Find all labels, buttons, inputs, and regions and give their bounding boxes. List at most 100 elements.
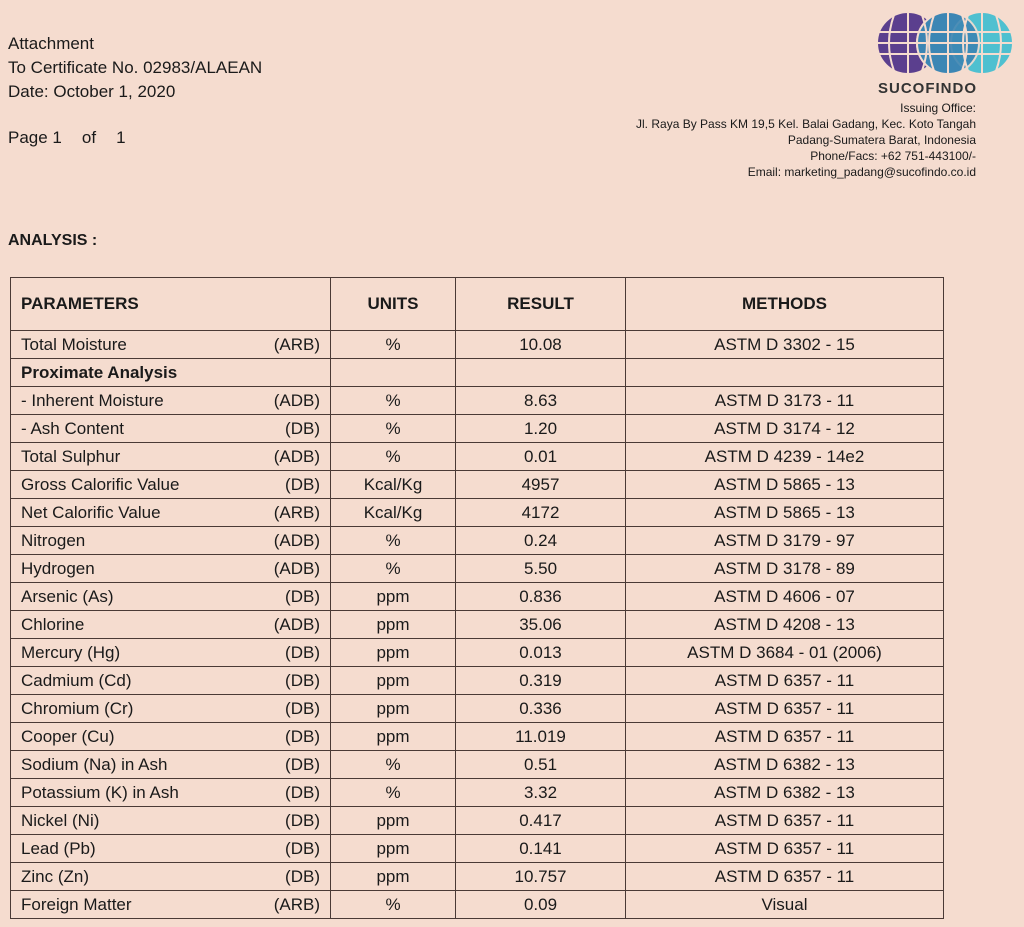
method-cell: ASTM D 3302 - 15 <box>625 330 944 359</box>
table-row: Sodium (Na) in Ash (DB) % 0.51 ASTM D 638… <box>10 750 944 779</box>
unit-cell: % <box>330 442 456 471</box>
parameter-name: Nitrogen <box>21 530 86 550</box>
method-cell: ASTM D 4239 - 14e2 <box>625 442 944 471</box>
unit-cell: ppm <box>330 806 456 835</box>
table-row: Chromium (Cr) (DB) ppm 0.336 ASTM D 6357 … <box>10 694 944 723</box>
unit-cell: ppm <box>330 834 456 863</box>
parameter-cell: Zinc (Zn) (DB) <box>10 862 331 891</box>
certificate-number: To Certificate No. 02983/ALAEAN <box>8 58 263 77</box>
table-row: Chlorine (ADB) ppm 35.06 ASTM D 4208 - 13 <box>10 610 944 639</box>
parameter-cell: Cooper (Cu) (DB) <box>10 722 331 751</box>
basis: (DB) <box>285 810 320 830</box>
certificate-date: Date: October 1, 2020 <box>8 82 176 101</box>
parameter-cell: Proximate Analysis <box>10 358 331 387</box>
header-result: RESULT <box>455 277 626 331</box>
unit-cell: ppm <box>330 638 456 667</box>
parameter-cell: Total Sulphur (ADB) <box>10 442 331 471</box>
unit-cell: % <box>330 750 456 779</box>
parameter-cell: Chlorine (ADB) <box>10 610 331 639</box>
unit-cell: Kcal/Kg <box>330 498 456 527</box>
result-cell: 1.20 <box>455 414 626 443</box>
unit-cell: ppm <box>330 722 456 751</box>
basis: (DB) <box>285 670 320 690</box>
method-cell: ASTM D 6357 - 11 <box>625 834 944 863</box>
method-cell: ASTM D 4606 - 07 <box>625 582 944 611</box>
attachment-label: Attachment <box>8 34 94 53</box>
basis: (ADB) <box>273 530 320 550</box>
method-cell: ASTM D 6357 - 11 <box>625 806 944 835</box>
parameter-name: - Inherent Moisture <box>21 390 164 410</box>
table-row: Foreign Matter (ARB) % 0.09 Visual <box>10 890 944 919</box>
result-cell: 0.417 <box>455 806 626 835</box>
parameter-cell: Nitrogen (ADB) <box>10 526 331 555</box>
result-cell: 4957 <box>455 470 626 499</box>
email: Email: marketing_padang@sucofindo.co.id <box>747 165 976 179</box>
result-cell: 5.50 <box>455 554 626 583</box>
table-row: Nitrogen (ADB) % 0.24 ASTM D 3179 - 97 <box>10 526 944 555</box>
parameter-cell: Net Calorific Value (ARB) <box>10 498 331 527</box>
parameter-name: Nickel (Ni) <box>21 810 100 830</box>
header-parameters: PARAMETERS <box>10 277 331 331</box>
basis: (DB) <box>285 418 320 438</box>
table-row: - Ash Content (DB) % 1.20 ASTM D 3174 - 1… <box>10 414 944 443</box>
basis: (ARB) <box>273 502 320 522</box>
result-cell: 10.08 <box>455 330 626 359</box>
table-row: Cadmium (Cd) (DB) ppm 0.319 ASTM D 6357 -… <box>10 666 944 695</box>
result-cell: 0.836 <box>455 582 626 611</box>
basis: (DB) <box>285 782 320 802</box>
table-row: Cooper (Cu) (DB) ppm 11.019 ASTM D 6357 -… <box>10 722 944 751</box>
parameter-name: Mercury (Hg) <box>21 642 121 662</box>
page-label: Page 1 <box>8 128 62 147</box>
unit-cell: % <box>330 330 456 359</box>
issuing-office: Issuing Office: Jl. Raya By Pass KM 19,5… <box>636 100 976 180</box>
parameter-name: Potassium (K) in Ash <box>21 782 179 802</box>
table-row: Hydrogen (ADB) % 5.50 ASTM D 3178 - 89 <box>10 554 944 583</box>
basis: (ADB) <box>273 446 320 466</box>
method-cell: ASTM D 3174 - 12 <box>625 414 944 443</box>
result-cell: 0.09 <box>455 890 626 919</box>
parameter-name: Total Moisture <box>21 334 127 354</box>
table-row: Total Moisture (ARB) % 10.08 ASTM D 3302 … <box>10 330 944 359</box>
method-cell: ASTM D 6382 - 13 <box>625 750 944 779</box>
table-row: Net Calorific Value (ARB) Kcal/Kg 4172 AS… <box>10 498 944 527</box>
unit-cell: ppm <box>330 862 456 891</box>
result-cell: 3.32 <box>455 778 626 807</box>
issuing-label: Issuing Office: <box>900 101 976 115</box>
parameter-name: Hydrogen <box>21 558 95 578</box>
basis: (DB) <box>285 474 320 494</box>
page-total: 1 <box>116 128 126 147</box>
parameter-name: Lead (Pb) <box>21 838 96 858</box>
parameter-cell: Nickel (Ni) (DB) <box>10 806 331 835</box>
page-number: Page 1 of 1 <box>8 128 146 148</box>
method-cell: ASTM D 6357 - 11 <box>625 694 944 723</box>
parameter-name: Sodium (Na) in Ash <box>21 754 168 774</box>
table-row: Arsenic (As) (DB) ppm 0.836 ASTM D 4606 -… <box>10 582 944 611</box>
parameter-cell: Sodium (Na) in Ash (DB) <box>10 750 331 779</box>
parameter-cell: - Inherent Moisture (ADB) <box>10 386 331 415</box>
parameter-name: Proximate Analysis <box>21 362 178 382</box>
method-cell: Visual <box>625 890 944 919</box>
table-row: Proximate Analysis <box>10 358 944 387</box>
certificate-info: Attachment To Certificate No. 02983/ALAE… <box>8 32 262 104</box>
unit-cell: % <box>330 414 456 443</box>
page-of: of <box>81 128 97 147</box>
result-cell: 0.141 <box>455 834 626 863</box>
sucofindo-globe-logo <box>876 11 1014 75</box>
method-cell: ASTM D 6357 - 11 <box>625 722 944 751</box>
result-cell: 10.757 <box>455 862 626 891</box>
method-cell: ASTM D 3179 - 97 <box>625 526 944 555</box>
section-title: ANALYSIS : <box>8 232 98 249</box>
basis: (DB) <box>285 754 320 774</box>
parameter-cell: Cadmium (Cd) (DB) <box>10 666 331 695</box>
header-units: UNITS <box>330 277 456 331</box>
basis: (ADB) <box>273 558 320 578</box>
phone: Phone/Facs: +62 751-443100/- <box>810 149 976 163</box>
result-cell: 0.013 <box>455 638 626 667</box>
table-row: Mercury (Hg) (DB) ppm 0.013 ASTM D 3684 -… <box>10 638 944 667</box>
analysis-table: PARAMETERS UNITS RESULT METHODS Total Mo… <box>10 277 944 919</box>
address-line-2: Padang-Sumatera Barat, Indonesia <box>787 133 976 147</box>
parameter-cell: Arsenic (As) (DB) <box>10 582 331 611</box>
unit-cell <box>330 358 456 387</box>
parameter-cell: Chromium (Cr) (DB) <box>10 694 331 723</box>
parameter-name: Cooper (Cu) <box>21 726 115 746</box>
